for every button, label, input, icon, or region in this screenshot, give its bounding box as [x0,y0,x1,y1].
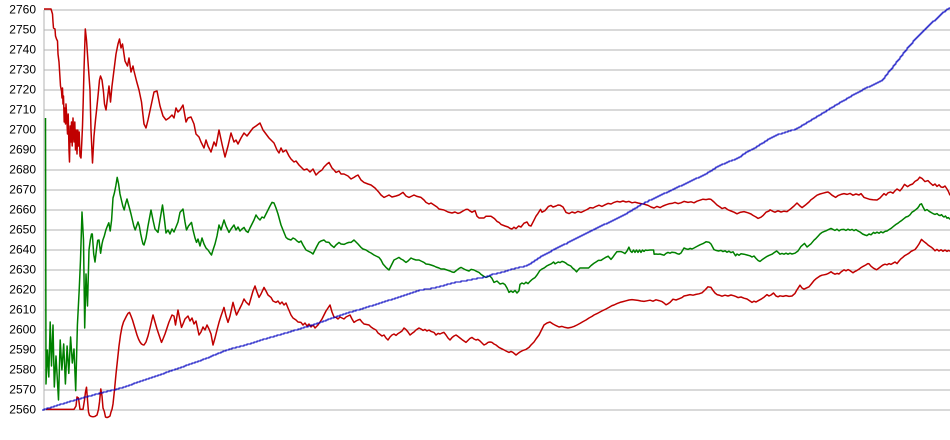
svg-text:2600: 2600 [9,323,36,337]
svg-text:2760: 2760 [9,3,36,17]
svg-text:2630: 2630 [9,263,36,277]
svg-text:2660: 2660 [9,203,36,217]
svg-text:2680: 2680 [9,163,36,177]
svg-text:2610: 2610 [9,303,36,317]
svg-text:2640: 2640 [9,243,36,257]
svg-text:2620: 2620 [9,283,36,297]
svg-text:2740: 2740 [9,43,36,57]
svg-text:2700: 2700 [9,123,36,137]
svg-text:2560: 2560 [9,403,36,417]
svg-text:2710: 2710 [9,103,36,117]
svg-text:2570: 2570 [9,383,36,397]
svg-text:2590: 2590 [9,343,36,357]
svg-text:2690: 2690 [9,143,36,157]
svg-text:2750: 2750 [9,23,36,37]
svg-text:2730: 2730 [9,63,36,77]
svg-text:2670: 2670 [9,183,36,197]
svg-text:2720: 2720 [9,83,36,97]
svg-text:2650: 2650 [9,223,36,237]
svg-text:2580: 2580 [9,363,36,377]
